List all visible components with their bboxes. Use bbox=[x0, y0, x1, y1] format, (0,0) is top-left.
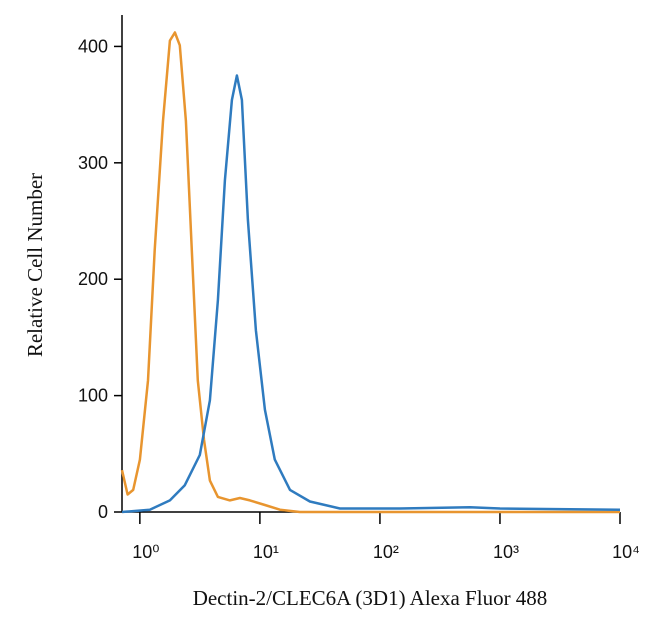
x-tick-label: 10¹ bbox=[253, 542, 279, 562]
y-tick-label: 0 bbox=[98, 502, 108, 522]
y-tick-label: 300 bbox=[78, 153, 108, 173]
histogram-line bbox=[121, 74, 621, 514]
y-tick-label: 400 bbox=[78, 36, 108, 56]
x-axis-label: Dectin-2/CLEC6A (3D1) Alexa Fluor 488 bbox=[193, 586, 548, 610]
x-tick-label: 10⁰ bbox=[132, 542, 159, 562]
x-tick-label: 10⁴ bbox=[612, 542, 640, 562]
y-tick-label: 200 bbox=[78, 269, 108, 289]
x-tick-label: 10² bbox=[373, 542, 399, 562]
y-tick-label: 100 bbox=[78, 386, 108, 406]
histogram-line bbox=[120, 31, 620, 514]
x-tick-label: 10³ bbox=[493, 542, 519, 562]
y-axis-label: Relative Cell Number bbox=[23, 173, 47, 357]
